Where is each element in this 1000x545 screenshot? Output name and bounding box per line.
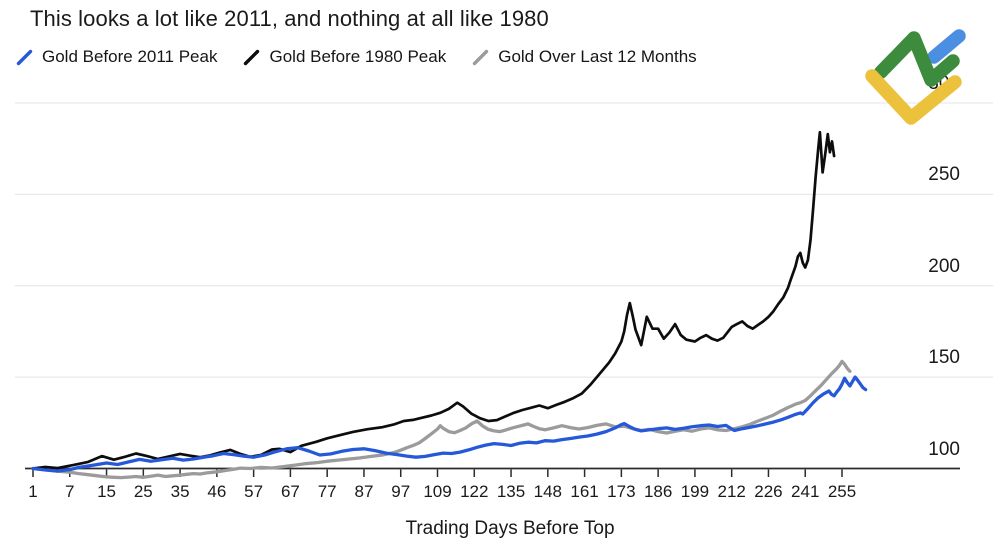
x-axis-label-135: 135	[496, 482, 526, 501]
legend-label-gold-2011: Gold Before 2011 Peak	[42, 47, 218, 66]
legend-label-gold-1980: Gold Before 1980 Peak	[269, 47, 447, 66]
chart-title: This looks a lot like 2011, and nothing …	[30, 6, 549, 31]
x-axis-label-122: 122	[460, 482, 489, 501]
litefinance-logo-icon	[865, 29, 966, 125]
legend-item-gold-last-12m: Gold Over Last 12 Months	[472, 47, 697, 67]
x-axis-title: Trading Days Before Top	[405, 518, 615, 539]
y-axis-label-150: 150	[928, 347, 960, 369]
series-line-gold-before-2011-peak	[31, 375, 868, 473]
x-axis-label-1: 1	[28, 482, 38, 501]
x-axis-label-15: 15	[97, 482, 116, 501]
gray-slash-icon	[472, 49, 489, 66]
legend-item-gold-2011: Gold Before 2011 Peak	[16, 47, 217, 67]
legend-item-gold-1980: Gold Before 1980 Peak	[243, 47, 446, 67]
x-axis-label-57: 57	[244, 482, 264, 501]
x-axis-label-226: 226	[754, 482, 783, 501]
x-axis-label-186: 186	[643, 482, 673, 501]
legend-label-gold-last-12m: Gold Over Last 12 Months	[498, 47, 697, 66]
x-axis-label-173: 173	[607, 482, 636, 501]
x-axis-label-255: 255	[827, 482, 857, 501]
x-axis-label-77: 77	[317, 482, 337, 501]
y-axis-label-250: 250	[928, 164, 960, 186]
x-axis-label-161: 161	[570, 482, 599, 501]
y-axis-label-100: 100	[928, 438, 960, 460]
series-line-gold-before-1980-peak	[31, 130, 836, 470]
black-slash-icon	[243, 49, 260, 66]
x-axis-label-67: 67	[280, 482, 300, 501]
x-axis-label-46: 46	[207, 482, 227, 501]
x-axis-label-199: 199	[680, 482, 710, 501]
x-axis-label-148: 148	[533, 482, 562, 501]
x-axis-label-212: 212	[717, 482, 746, 501]
x-axis-label-87: 87	[354, 482, 374, 501]
x-axis-label-25: 25	[133, 482, 153, 501]
x-axis-label-97: 97	[391, 482, 411, 501]
x-axis-label-241: 241	[791, 482, 820, 501]
blue-slash-icon	[16, 49, 33, 66]
x-axis-label-7: 7	[65, 482, 75, 501]
legend: Gold Before 2011 Peak Gold Before 1980 P…	[16, 47, 697, 67]
series-line-gold-over-last-12-months	[31, 359, 852, 480]
x-axis-label-35: 35	[170, 482, 190, 501]
y-axis-label-200: 200	[928, 255, 960, 277]
x-axis-label-109: 109	[423, 482, 452, 501]
